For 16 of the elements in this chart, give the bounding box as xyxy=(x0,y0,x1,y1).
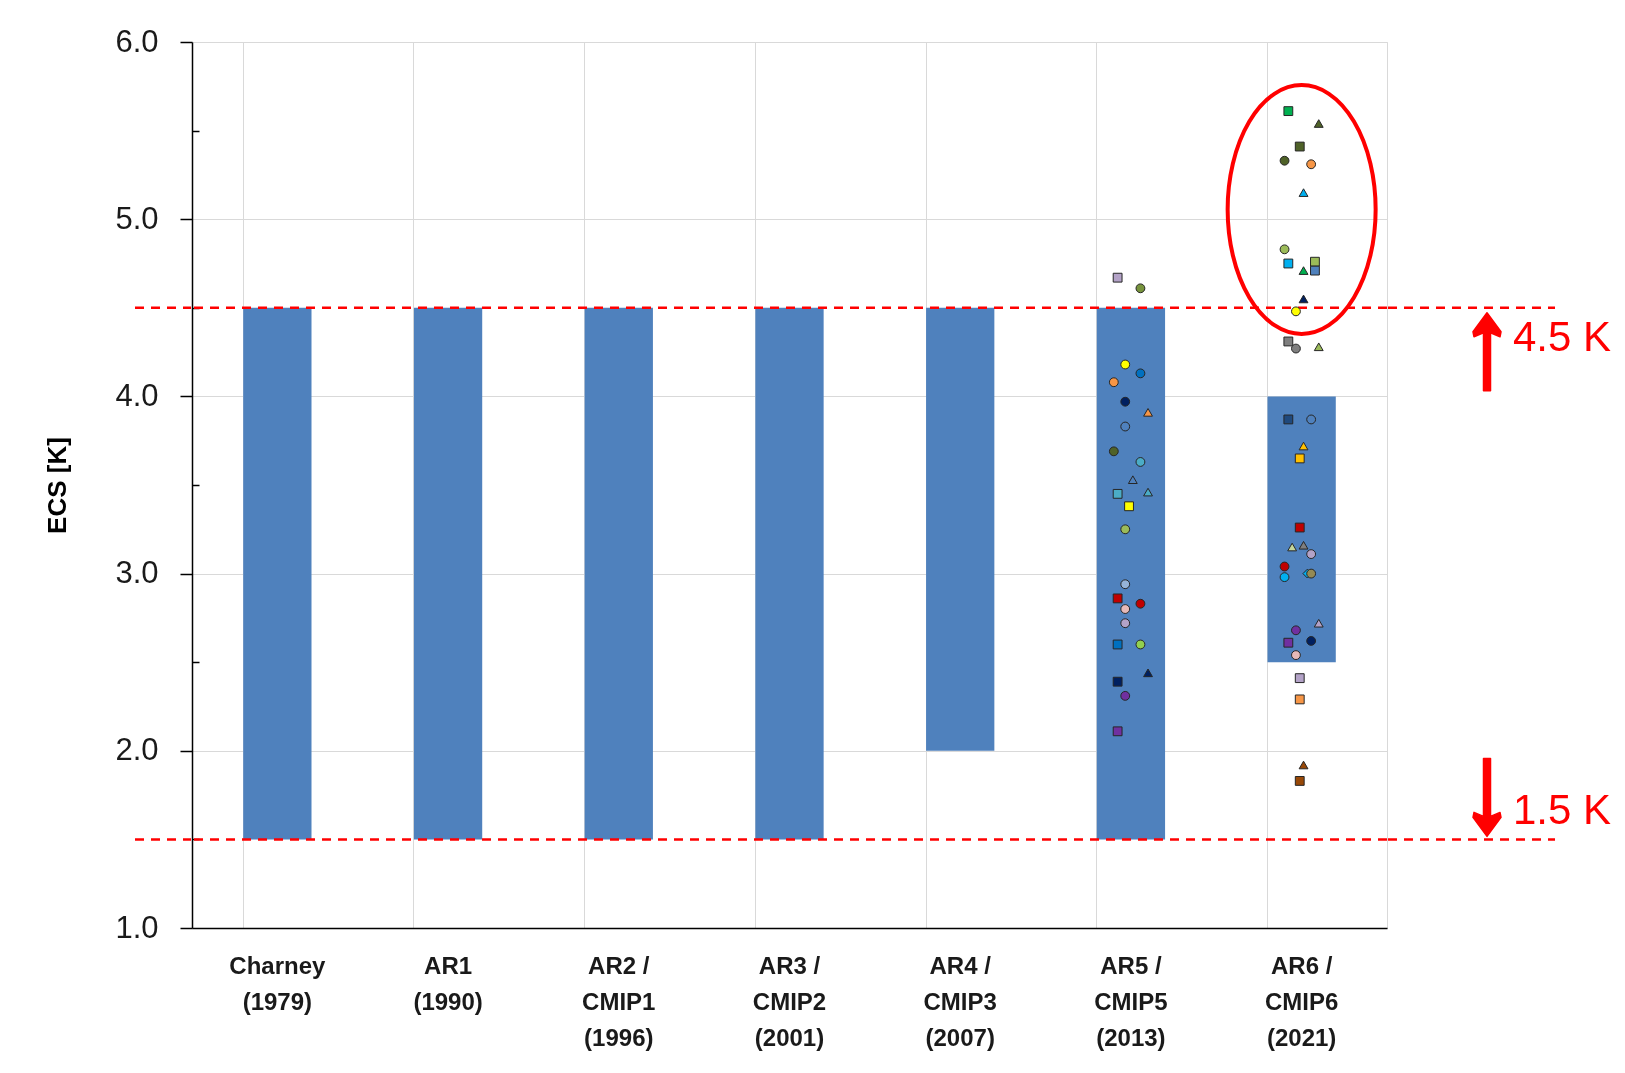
x-tick-label: AR3 / CMIP2 (2001) xyxy=(752,951,827,1051)
ref-line-label: 4.5 K xyxy=(1513,312,1612,360)
y-tick-label: 1.0 xyxy=(115,909,159,945)
x-tick-label: AR4 / CMIP3 (2007) xyxy=(923,951,997,1051)
y-tick-label: 3.0 xyxy=(115,555,159,591)
y-tick-label: 2.0 xyxy=(115,732,159,768)
y-tick-label: 6.0 xyxy=(115,23,159,59)
x-tick-label: AR5 / CMIP5 (2013) xyxy=(1094,951,1168,1051)
ref-line-label: 1.5 K xyxy=(1513,786,1612,834)
y-axis-title: ECS [K] xyxy=(42,437,73,534)
x-tick-label: AR1 (1990) xyxy=(413,951,483,1015)
x-tick-label: AR2 / CMIP1 (1996) xyxy=(582,951,656,1051)
x-tick-label: AR6 / CMIP6 (2021) xyxy=(1264,951,1339,1051)
y-tick-label: 5.0 xyxy=(115,200,159,236)
y-tick-label: 4.0 xyxy=(115,377,159,413)
x-tick-label: Charney (1979) xyxy=(229,951,327,1015)
